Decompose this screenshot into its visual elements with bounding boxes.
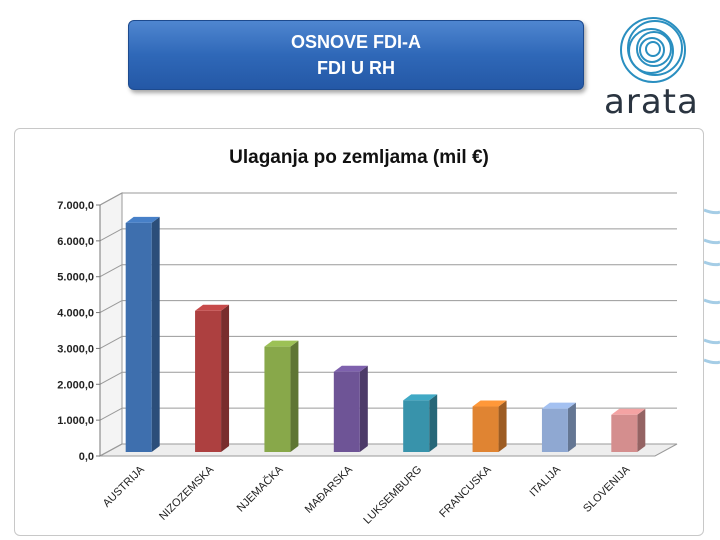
chart-floor	[99, 443, 678, 457]
y-tick-label: 7.000,0	[57, 200, 94, 212]
bar-side	[151, 216, 160, 452]
arata-logo-icon	[620, 17, 686, 83]
y-tick-label: 0,0	[79, 451, 94, 463]
x-category-label: FRANCUSKA	[437, 463, 494, 520]
gridline-side	[99, 335, 123, 349]
x-category-label: AUSTRIJA	[101, 463, 148, 510]
bar-front	[611, 414, 638, 452]
logo-text: arata	[604, 82, 699, 122]
bar-front	[264, 346, 291, 452]
bar-top	[264, 340, 299, 347]
bar-front	[125, 222, 152, 452]
bar-slovenija	[611, 408, 646, 452]
header-line-2: FDI U RH	[317, 58, 395, 78]
x-category-label: LUKSEMBURG	[361, 464, 424, 527]
bar-front	[333, 371, 360, 452]
bar-side	[567, 402, 576, 452]
decorative-waves-icon	[703, 208, 720, 365]
bar-austrija	[125, 216, 160, 452]
bar-side	[221, 304, 230, 452]
bar-front	[403, 400, 430, 452]
chart-title: Ulaganja po zemljama (mil €)	[229, 147, 489, 168]
bar-nizozemska	[195, 304, 230, 452]
bar-top	[541, 402, 576, 409]
y-tick-label: 1.000,0	[57, 415, 94, 427]
bar-mađarska	[333, 365, 368, 452]
bar-top	[403, 394, 438, 401]
header-line-1: OSNOVE FDI-A	[290, 32, 421, 52]
x-category-label: ITALIJA	[527, 463, 563, 499]
x-category-label: NJEMAČKA	[234, 462, 286, 514]
x-category-label: SLOVENIJA	[581, 463, 633, 515]
bar-top	[333, 365, 368, 372]
y-tick-label: 4.000,0	[57, 308, 94, 320]
gridline-side	[99, 407, 123, 421]
bar-italija	[541, 402, 576, 452]
bar-front	[472, 406, 499, 452]
bar-top	[472, 400, 507, 407]
bar-francuska	[472, 400, 507, 452]
y-tick-label: 6.000,0	[57, 236, 94, 248]
y-tick-label: 2.000,0	[57, 379, 94, 391]
gridline-side	[99, 228, 123, 242]
bar-top	[195, 304, 230, 311]
gridline-side	[99, 443, 123, 457]
x-category-label: NIZOZEMSKA	[157, 463, 217, 523]
bar-side	[290, 340, 299, 452]
gridline-side	[99, 192, 123, 206]
y-tick-label: 5.000,0	[57, 272, 94, 284]
x-category-label: MAĐARSKA	[303, 463, 356, 516]
bar-luksemburg	[403, 394, 438, 452]
bar-side	[359, 365, 368, 452]
bar-njemačka	[264, 340, 299, 452]
bar-side	[429, 394, 438, 452]
gridline-side	[99, 371, 123, 385]
bar-front	[541, 408, 568, 452]
bar-top	[611, 408, 646, 415]
bar-front	[195, 310, 222, 452]
chart-side-wall	[99, 192, 123, 457]
header-banner: OSNOVE FDI-A FDI U RH	[128, 20, 584, 90]
gridline-side	[99, 264, 123, 278]
bar-top	[125, 216, 160, 223]
y-tick-label: 3.000,0	[57, 343, 94, 355]
gridline-side	[99, 300, 123, 314]
bar-side	[637, 408, 646, 452]
bar-side	[498, 400, 507, 452]
